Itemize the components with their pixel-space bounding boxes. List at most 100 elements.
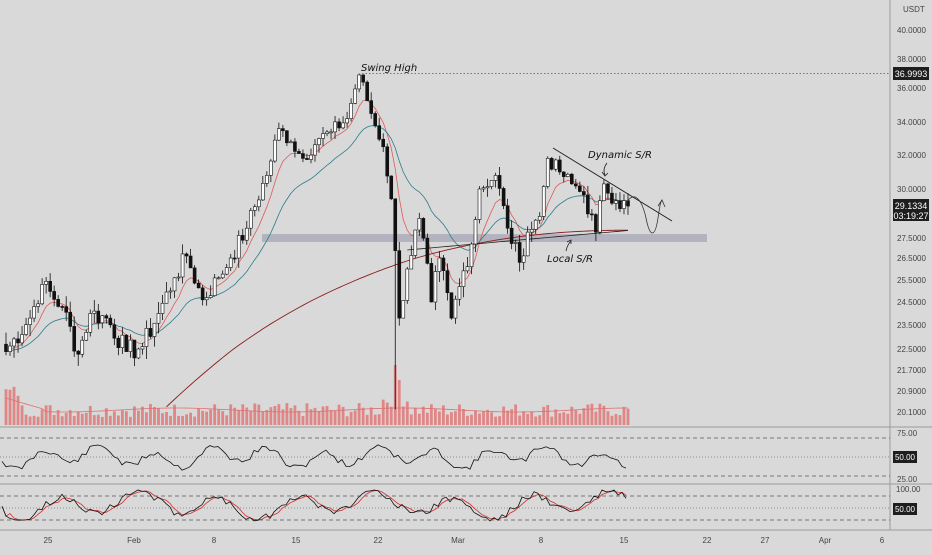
- projection-arrow-icon: [657, 199, 666, 208]
- dynamic-trendline[interactable]: [552, 147, 673, 222]
- support-zone[interactable]: [262, 234, 707, 242]
- ma-200-line: [407, 230, 629, 251]
- candle-body: [24, 324, 28, 335]
- candle-body: [84, 332, 89, 341]
- candle-body: [529, 229, 534, 233]
- candle-body: [108, 317, 113, 326]
- volume-bar: [381, 399, 385, 425]
- volume-bar: [44, 405, 48, 425]
- candle-body: [413, 229, 418, 256]
- candle-body: [505, 205, 510, 229]
- candle-body: [277, 128, 281, 141]
- volume-bar: [442, 405, 445, 425]
- volume-bar: [578, 413, 582, 425]
- candle-body: [497, 175, 502, 189]
- candle-body: [473, 219, 478, 245]
- candle-body: [317, 138, 321, 146]
- volume-bar: [165, 411, 168, 425]
- candle-body: [349, 103, 353, 119]
- volume-bar: [257, 404, 261, 425]
- dynamic-sr-arrow-icon: [601, 162, 609, 177]
- candle-body: [8, 345, 12, 352]
- volume-bar: [269, 407, 273, 425]
- candle-body: [48, 280, 52, 292]
- candle-body: [477, 188, 482, 220]
- volume-bar: [76, 412, 80, 425]
- volume-bar: [289, 408, 293, 425]
- volume-bar: [594, 411, 598, 425]
- volume-bar: [4, 389, 8, 425]
- candle-body: [293, 141, 297, 152]
- candle-body: [594, 214, 598, 233]
- candle-body: [180, 253, 185, 278]
- volume-bar: [518, 415, 522, 425]
- volume-bar: [249, 410, 253, 425]
- last-price-text: 29.1334: [895, 201, 928, 211]
- candle-body: [72, 326, 77, 352]
- volume-bar: [145, 412, 148, 425]
- candle-body: [248, 210, 253, 229]
- price-axis[interactable]: 40.0000 38.0000 36.0000 34.0000 32.0000 30.00…: [897, 26, 926, 417]
- volume-bar: [52, 414, 56, 425]
- volume-bar: [506, 410, 510, 425]
- candle-body: [337, 121, 341, 129]
- price-tick-label: 40.0000: [897, 26, 926, 35]
- candle-body: [160, 302, 165, 314]
- candle-body: [289, 141, 293, 144]
- volume-bar: [502, 406, 505, 425]
- candle-body: [64, 306, 68, 313]
- stoch-value-text: 50.00: [895, 505, 916, 514]
- volume-bar: [36, 416, 40, 425]
- volume-bar: [8, 389, 12, 425]
- volume-bar: [514, 404, 518, 425]
- candle-body: [453, 298, 458, 319]
- volume-bar: [157, 408, 160, 425]
- stoch-tick-100: 100.00: [896, 485, 921, 494]
- volume-bar: [361, 407, 365, 425]
- volume-bar: [357, 403, 361, 425]
- candle-body: [32, 306, 36, 319]
- candle-body: [68, 311, 73, 327]
- volume-bar: [341, 406, 345, 425]
- volume-bar: [474, 410, 477, 425]
- time-axis[interactable]: 25 Feb 8 15 22 Mar 8 15 22 27 Apr 6: [44, 536, 885, 545]
- volume-bar: [566, 413, 570, 425]
- volume-bar: [64, 413, 68, 425]
- time-tick-label: 27: [761, 536, 770, 545]
- volume-bar: [141, 406, 144, 425]
- candle-body: [20, 334, 24, 344]
- volume-bar: [221, 411, 225, 425]
- volume-ma-line: [5, 397, 629, 413]
- candle-body: [228, 257, 233, 268]
- volume-bar: [546, 405, 550, 425]
- candle-body: [405, 268, 410, 301]
- candle-body: [76, 350, 81, 355]
- candle-body: [104, 315, 109, 319]
- candle-body: [509, 227, 514, 244]
- candle-body: [574, 183, 578, 187]
- candle-body: [172, 277, 177, 292]
- volume-bar: [401, 406, 405, 425]
- candle-body: [457, 286, 462, 300]
- volume-bar: [24, 414, 28, 425]
- candle-body: [92, 310, 97, 314]
- volume-bar: [618, 415, 622, 425]
- candle-body: [606, 183, 610, 194]
- volume-bar: [606, 411, 610, 425]
- volume-bar: [526, 413, 530, 425]
- rsi-value-badge: [893, 451, 917, 463]
- candle-body: [136, 348, 141, 359]
- candle-body: [373, 113, 377, 126]
- volume-bar: [321, 406, 325, 425]
- candle-body: [525, 231, 530, 257]
- volume-bar: [510, 409, 514, 425]
- candle-body: [224, 267, 229, 275]
- volume-bar: [129, 416, 132, 425]
- volume-bar: [309, 409, 313, 425]
- price-tick-label: 38.0000: [897, 55, 926, 64]
- volume-bar: [32, 415, 36, 425]
- candle-body: [417, 218, 422, 231]
- volume-bar: [562, 412, 566, 425]
- time-tick-label: 8: [539, 536, 544, 545]
